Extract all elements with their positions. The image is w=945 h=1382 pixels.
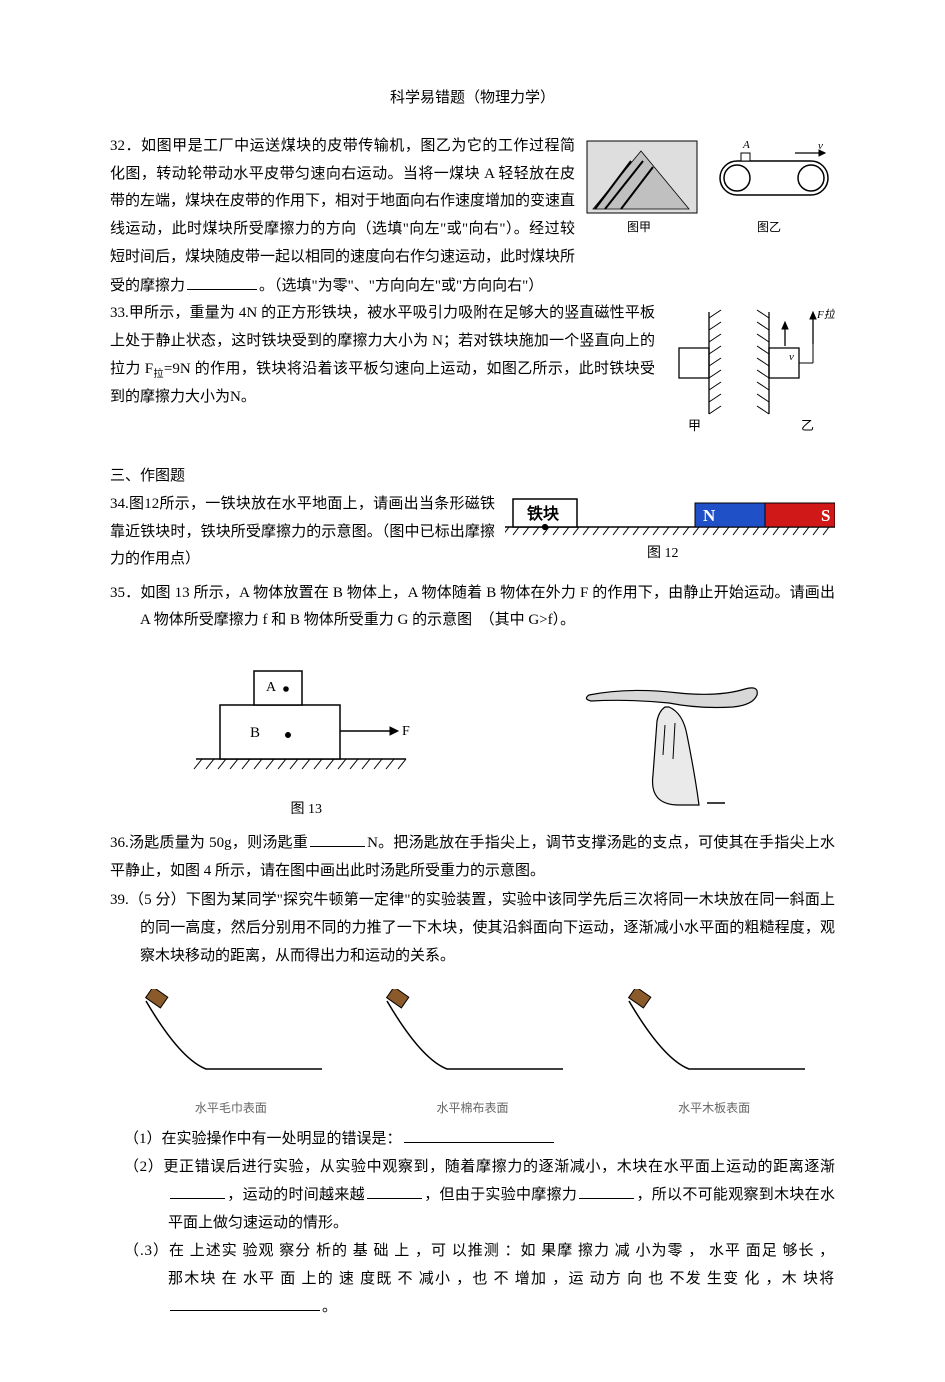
svg-text:铁块: 铁块 (527, 504, 560, 523)
q35-number: 35． (110, 585, 140, 601)
q39-sub2-text-3: ，但由于实验中摩擦力 (424, 1187, 577, 1203)
q36-figure (569, 665, 769, 823)
svg-text:B: B (250, 725, 260, 741)
q39: 39.（5 分）下图为某同学"探究牛顿第一定律"的实验装置，实验中该同学先后三次… (110, 887, 835, 1322)
q39-sub3: （.3）在 上述实 验观 察分 析的 基 础 上 ，可 以推测 ：如 果摩 擦力… (110, 1238, 835, 1322)
q36-number: 36. (110, 835, 129, 851)
q39-sub2-text-1: 更正错误后进行实验，从实验中观察到，随着摩擦力的逐渐减小，木块在水平面上运动的距… (163, 1159, 835, 1175)
svg-text:乙: 乙 (801, 418, 814, 433)
svg-text:F: F (402, 724, 410, 739)
q39-surface-3-label: 水平木板表面 (619, 1097, 809, 1119)
q39-sub1: （1）在实验操作中有一处明显的错误是： (110, 1125, 835, 1154)
q39-ramp-3: 水平木板表面 (619, 989, 809, 1119)
q39-sub1-blank (404, 1125, 554, 1143)
svg-text:甲: 甲 (688, 418, 701, 433)
svg-text:图甲: 图甲 (627, 220, 651, 234)
q34-number: 34. (110, 496, 129, 512)
q32-text-after: 。（选填"为零"、"方向向左"或"方向向右"） (259, 278, 543, 294)
q34-text: 图12所示，一铁块放在水平地面上，请画出当条形磁铁靠近铁块时，铁块所受摩擦力的示… (110, 496, 495, 568)
q39-sub2-blank-2 (367, 1181, 422, 1199)
q35-caption: 图 13 (176, 797, 436, 823)
q34: 铁块 N S 图 12 34.图12所示，一铁块放在水平地面上，请画出当条形磁铁… (110, 491, 835, 574)
q32-blank (187, 272, 257, 290)
q36: 36.汤匙质量为 50g，则汤匙重N。把汤匙放在手指尖上，调节支撑汤匙的支点，可… (110, 829, 835, 886)
q32: A v 图甲 图乙 32．如图甲是工厂中运送煤块的皮带传输机，图乙为它的工作过程… (110, 133, 835, 301)
q36-blank (310, 829, 365, 847)
q39-points: （5 分） (129, 892, 186, 908)
q34-figure: 铁块 N S 图 12 (505, 491, 835, 563)
q33: 甲 v F拉 乙 33.甲所示，重量为 4N 的正方形铁块，被水平吸引力吸附在足… (110, 300, 835, 412)
q39-surface-2-label: 水平棉布表面 (377, 1097, 567, 1119)
svg-text:v: v (818, 140, 823, 152)
q39-sub3-blank (170, 1293, 320, 1311)
q33-text-2: =9N 的作用，铁块将沿着该平板匀速向上运动，如图乙所示，此时铁块受到的摩擦力大… (110, 361, 655, 406)
q33-sub: 拉 (153, 369, 164, 380)
q39-sub2: （2）更正错误后进行实验，从实验中观察到，随着摩擦力的逐渐减小，木块在水平面上运… (110, 1154, 835, 1238)
q35: 35．如图 13 所示，A 物体放置在 B 物体上，A 物体随着 B 物体在外力… (110, 580, 835, 823)
svg-text:A: A (742, 139, 750, 151)
q39-sub1-text: 在实验操作中有一处明显的错误是： (162, 1131, 402, 1147)
q39-sub2-blank-3 (579, 1181, 634, 1199)
section-3-heading: 三、作图题 (110, 463, 835, 491)
svg-text:A: A (266, 680, 277, 695)
q32-figure: A v 图甲 图乙 (585, 139, 835, 239)
q33-number: 33. (110, 305, 129, 321)
q39-text: 下图为某同学"探究牛顿第一定律"的实验装置，实验中该同学先后三次将同一木块放在同… (140, 892, 835, 964)
q33-figure: 甲 v F拉 乙 (665, 304, 835, 444)
svg-text:N: N (703, 506, 716, 525)
svg-text:图 12: 图 12 (647, 546, 679, 561)
svg-text:F拉: F拉 (816, 308, 835, 321)
q35-figure-left: B A F 图 13 (176, 649, 436, 823)
q39-number: 39. (110, 892, 129, 908)
q32-text-lead: 如图甲是工厂中运送煤块的皮带传输机，图乙为它的工作过程简化图，转动轮带动水平皮带… (110, 138, 575, 294)
q39-sub1-num: （1） (124, 1131, 162, 1147)
q35-text: 如图 13 所示，A 物体放置在 B 物体上，A 物体随着 B 物体在外力 F … (140, 585, 835, 629)
q36-text-1: 汤匙质量为 50g，则汤匙重 (129, 835, 308, 851)
q39-sub3-num: （.3） (124, 1243, 169, 1259)
q39-sub2-text-2: ，运动的时间越来越 (227, 1187, 365, 1203)
q32-number: 32． (110, 138, 141, 154)
q39-surface-1-label: 水平毛巾表面 (136, 1097, 326, 1119)
svg-text:S: S (821, 506, 830, 525)
q39-sub3-text-2: 。 (322, 1299, 338, 1315)
svg-text:图乙: 图乙 (757, 220, 781, 234)
page-title: 科学易错题（物理力学） (110, 85, 835, 113)
q39-sub2-num: （2） (124, 1159, 163, 1175)
q39-ramp-1: 水平毛巾表面 (136, 989, 326, 1119)
q39-ramp-2: 水平棉布表面 (377, 989, 567, 1119)
q39-sub2-blank-1 (170, 1181, 225, 1199)
q39-sub3-text-1: 在 上述实 验观 察分 析的 基 础 上 ，可 以推测 ：如 果摩 擦力 减 小… (168, 1243, 835, 1287)
svg-text:v: v (789, 351, 794, 363)
